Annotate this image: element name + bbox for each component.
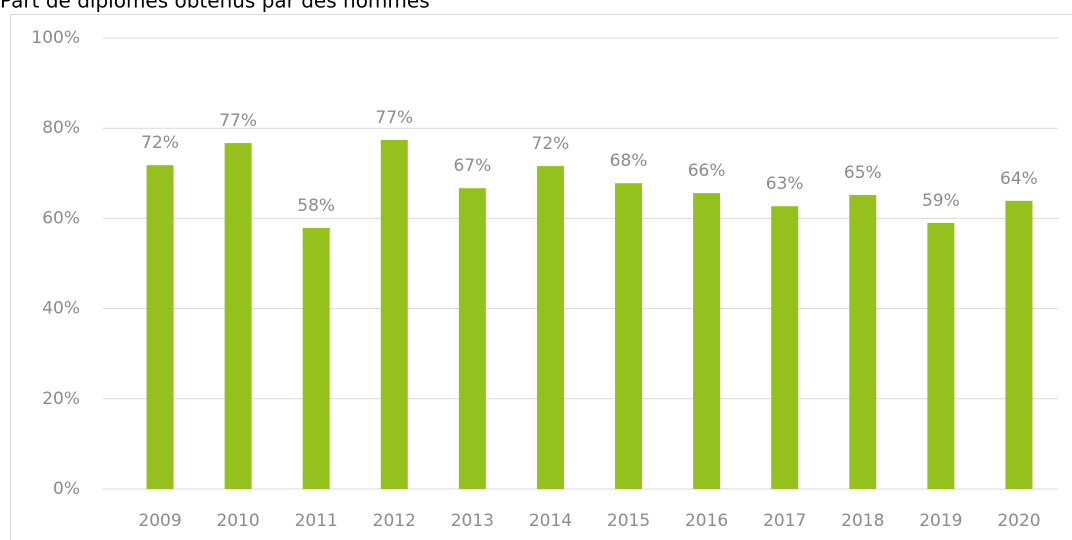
bar xyxy=(458,188,486,490)
y-tick-label: 80% xyxy=(42,118,80,138)
chart-title: Part de diplômes obtenus par des hommes xyxy=(0,0,430,13)
bar xyxy=(849,194,877,489)
x-tick-label: 2012 xyxy=(373,511,416,531)
x-tick-label: 2015 xyxy=(607,511,650,531)
x-tick-label: 2011 xyxy=(295,511,338,531)
x-tick-label: 2016 xyxy=(685,511,728,531)
data-label: 59% xyxy=(922,191,960,211)
bar xyxy=(615,183,643,490)
bar xyxy=(693,193,721,490)
bar xyxy=(1005,200,1033,489)
y-tick-label: 60% xyxy=(42,208,80,228)
x-tick-label: 2014 xyxy=(529,511,572,531)
bar xyxy=(302,227,330,489)
x-tick-label: 2018 xyxy=(841,511,884,531)
x-tick-label: 2020 xyxy=(997,511,1040,531)
bar xyxy=(146,165,174,489)
x-tick-label: 2019 xyxy=(919,511,962,531)
data-label: 65% xyxy=(844,163,882,183)
data-label: 68% xyxy=(610,151,648,171)
data-label: 77% xyxy=(375,108,413,128)
chart-border xyxy=(10,14,1072,540)
x-tick-label: 2010 xyxy=(216,511,259,531)
y-tick-label: 20% xyxy=(42,389,80,409)
y-tick-label: 40% xyxy=(42,299,80,319)
data-label: 63% xyxy=(766,174,804,194)
bar xyxy=(927,222,955,489)
x-tick-label: 2009 xyxy=(138,511,181,531)
bar xyxy=(771,206,799,489)
bar xyxy=(224,143,252,489)
data-label: 58% xyxy=(297,196,335,216)
y-tick-label: 100% xyxy=(31,28,80,48)
data-label: 66% xyxy=(688,161,726,181)
bar xyxy=(536,166,564,490)
data-label: 72% xyxy=(141,133,179,153)
bar xyxy=(380,139,408,489)
data-label: 72% xyxy=(532,134,570,154)
y-tick-label: 0% xyxy=(53,479,80,499)
x-tick-label: 2017 xyxy=(763,511,806,531)
data-label: 67% xyxy=(453,156,491,176)
data-label: 77% xyxy=(219,111,257,131)
x-tick-label: 2013 xyxy=(451,511,494,531)
data-label: 64% xyxy=(1000,169,1038,189)
